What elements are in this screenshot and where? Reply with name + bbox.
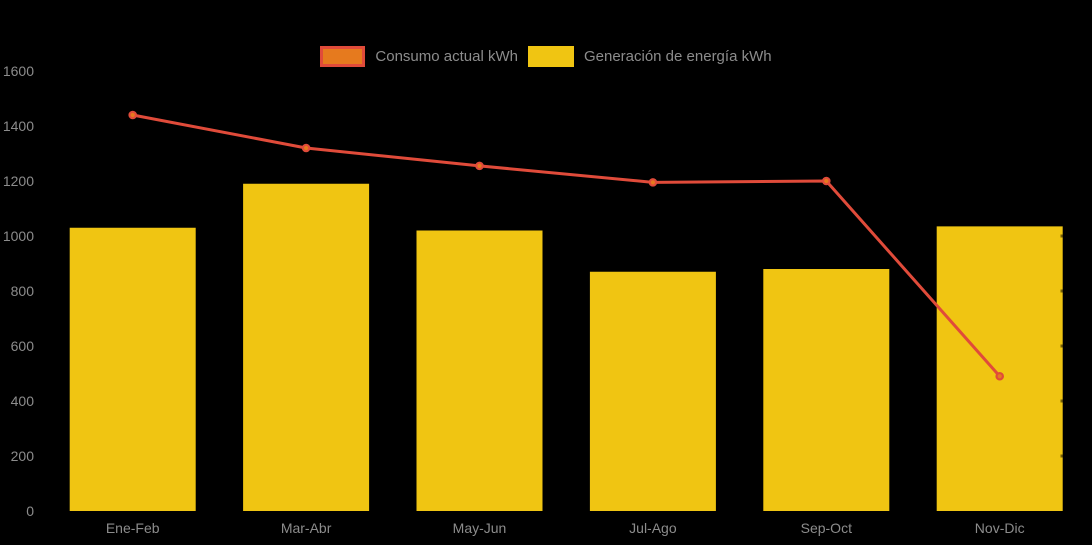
- y-axis-tick-label: 1000: [3, 228, 34, 244]
- bar: [69, 227, 196, 511]
- bar: [416, 230, 543, 511]
- y-axis-tick-label: 1600: [3, 63, 34, 79]
- right-axis-tick: [1060, 344, 1064, 348]
- bar: [763, 269, 890, 511]
- line-point: [475, 161, 484, 171]
- bar: [936, 226, 1063, 511]
- y-axis-tick-label: 0: [26, 503, 34, 519]
- x-axis-label: Nov-Dic: [975, 520, 1025, 536]
- line-point: [301, 143, 311, 153]
- bar-series-swatch: [527, 46, 574, 67]
- line-point: [648, 178, 658, 187]
- legend-item-consumo-actual[interactable]: Consumo actual kWh: [320, 46, 518, 67]
- line-path: [131, 113, 1002, 378]
- right-axis-tick: [1060, 234, 1064, 238]
- chart-legend: Consumo actual kWh Generación de energía…: [0, 46, 1092, 67]
- legend-label-generacion: Generación de energía kWh: [583, 48, 772, 65]
- x-axis-label: Jul-Ago: [629, 520, 677, 536]
- right-axis-tick: [1060, 124, 1064, 128]
- legend-label-consumo: Consumo actual kWh: [375, 48, 518, 65]
- x-axis-label: May-Jun: [453, 520, 507, 536]
- right-axis-tick: [1060, 289, 1064, 293]
- y-axis-tick-label: 1400: [3, 118, 34, 134]
- bar: [243, 183, 370, 511]
- legend-item-generacion-energia[interactable]: Generación de energía kWh: [527, 46, 772, 67]
- bar: [589, 271, 716, 511]
- y-axis-tick-label: 800: [11, 283, 35, 299]
- right-axis-tick: [1060, 179, 1064, 183]
- x-axis-label: Mar-Abr: [281, 520, 332, 536]
- right-axis-tick: [1060, 399, 1064, 403]
- x-axis-label: Sep-Oct: [801, 520, 852, 536]
- x-axis-label: Ene-Feb: [106, 520, 160, 536]
- y-axis-tick-label: 200: [11, 448, 35, 464]
- y-axis-tick-label: 400: [11, 393, 35, 409]
- right-axis-tick: [1060, 454, 1064, 458]
- y-axis-tick-label: 1200: [3, 173, 34, 189]
- y-axis-tick-label: 600: [11, 338, 35, 354]
- line-series-swatch: [320, 46, 366, 67]
- line-point: [995, 371, 1005, 381]
- line-point: [128, 110, 138, 120]
- line-point: [821, 176, 831, 186]
